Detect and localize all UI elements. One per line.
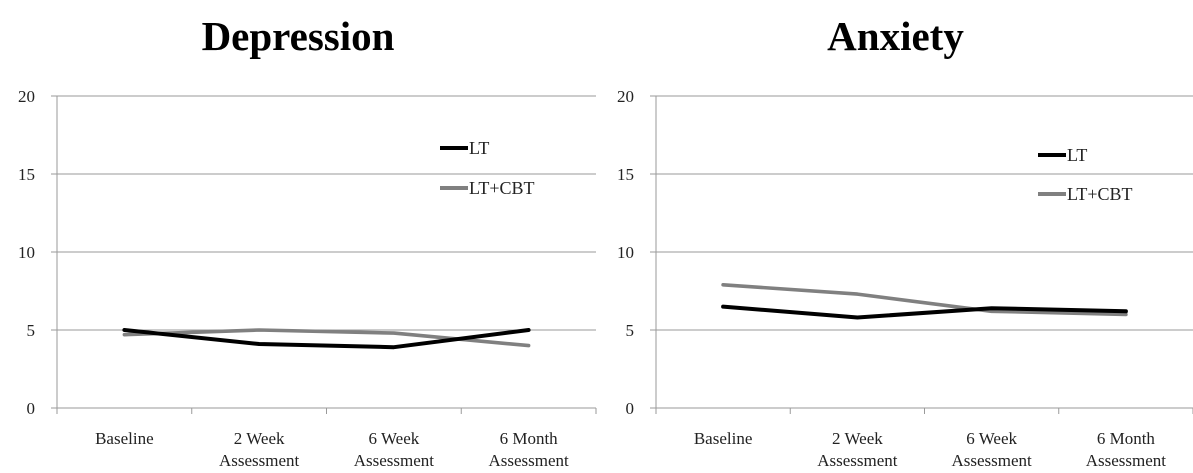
x-tick-label-line: 6 Month — [1097, 429, 1156, 448]
x-tick-label-line: 6 Month — [500, 429, 559, 448]
x-tick-label-2-week-assessment: 2 Week Assessment — [817, 429, 898, 470]
x-tick-label-line: Assessment — [354, 451, 435, 470]
y-tick-label-10: 10 — [617, 243, 634, 262]
x-tick-label-6-month-assessment: 6 Month Assessment — [488, 429, 569, 470]
x-tick-label-line: Assessment — [1086, 451, 1167, 470]
depression-chart-panel: Depression 0 5 10 15 20 Baseline 2 Week Assessm… — [0, 0, 597, 473]
legend-label-lt: LT — [469, 138, 489, 158]
legend-label-lt-cbt: LT+CBT — [469, 178, 535, 198]
x-tick-label-line: 2 Week — [234, 429, 285, 448]
y-tick-label-0: 0 — [27, 399, 36, 418]
x-tick-label-line: Baseline — [694, 429, 753, 448]
legend-label-lt-cbt: LT+CBT — [1067, 184, 1133, 204]
x-tick-label-line: 2 Week — [832, 429, 883, 448]
x-tick-label-baseline: Baseline — [95, 429, 154, 448]
series-line-lt — [721, 304, 1128, 320]
anxiety-chart-panel: Anxiety 0 5 10 15 20 Baseline 2 Week Assessment… — [598, 0, 1193, 473]
x-tick-label-line: Assessment — [951, 451, 1032, 470]
depression-chart-title: Depression — [201, 13, 395, 59]
y-tick-label-0: 0 — [626, 399, 635, 418]
y-tick-label-5: 5 — [626, 321, 635, 340]
x-tick-label-line: 6 Week — [369, 429, 420, 448]
x-tick-label-line: Assessment — [219, 451, 300, 470]
series-line-lt — [122, 328, 531, 350]
anxiety-chart: 0 5 10 15 20 Baseline 2 Week Assessment 6 Week As… — [617, 87, 1193, 470]
y-tick-label-20: 20 — [617, 87, 634, 106]
x-tick-label-6-week-assessment: 6 Week Assessment — [951, 429, 1032, 470]
x-tick-label-6-week-assessment: 6 Week Assessment — [354, 429, 435, 470]
y-tick-label-20: 20 — [18, 87, 35, 106]
x-tick-label-line: Assessment — [488, 451, 569, 470]
y-tick-label-5: 5 — [27, 321, 36, 340]
y-tick-label-15: 15 — [18, 165, 35, 184]
x-tick-label-2-week-assessment: 2 Week Assessment — [219, 429, 300, 470]
y-tick-label-10: 10 — [18, 243, 35, 262]
anxiety-chart-title: Anxiety — [827, 13, 964, 59]
x-tick-label-baseline: Baseline — [694, 429, 753, 448]
y-tick-label-15: 15 — [617, 165, 634, 184]
x-tick-label-line: 6 Week — [966, 429, 1017, 448]
series-line-lt-cbt — [721, 282, 1128, 317]
depression-chart: 0 5 10 15 20 Baseline 2 Week Assessment 6 Week As… — [18, 87, 597, 470]
x-tick-label-line: Baseline — [95, 429, 154, 448]
legend-label-lt: LT — [1067, 145, 1087, 165]
x-tick-label-line: Assessment — [817, 451, 898, 470]
x-tick-label-6-month-assessment: 6 Month Assessment — [1086, 429, 1167, 470]
